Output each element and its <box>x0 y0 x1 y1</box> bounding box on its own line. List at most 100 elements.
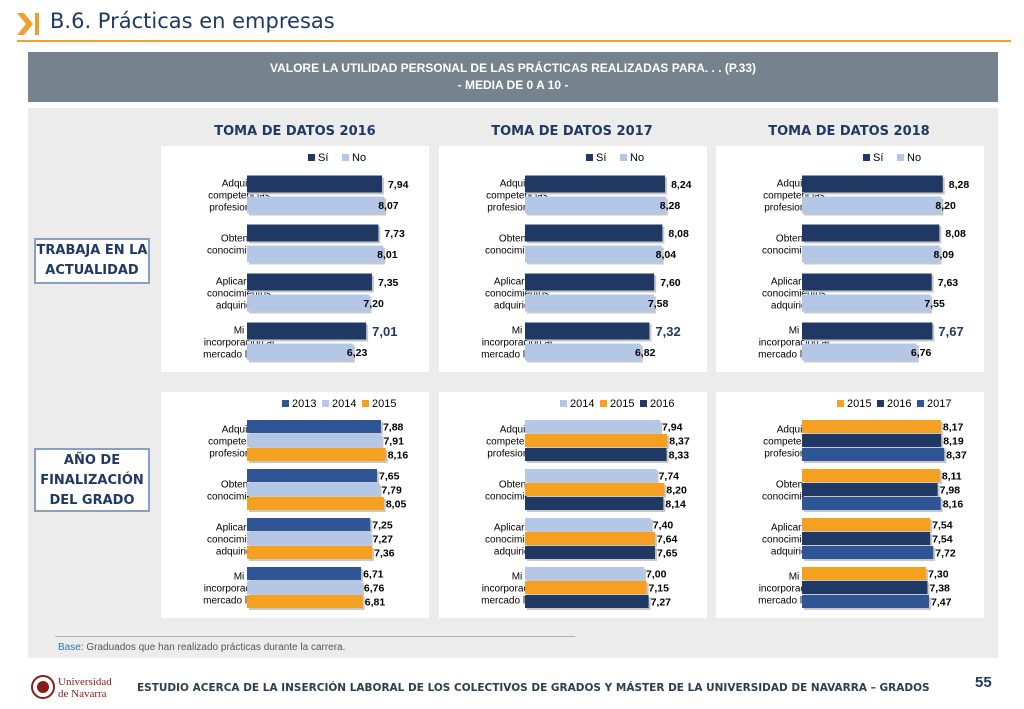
category-label-line: Obtener <box>221 480 258 491</box>
base-text: : Graduados que han realizado prácticas … <box>80 642 346 653</box>
bar <box>525 595 649 608</box>
bar <box>247 224 379 242</box>
data-label: 7,74 <box>659 471 680 483</box>
row-label-line: AÑO DE <box>63 453 121 468</box>
data-label: 6,71 <box>363 569 384 581</box>
category-label: Obtener conocimientos <box>207 234 271 257</box>
data-label: 7,30 <box>928 569 949 581</box>
bar <box>802 322 933 340</box>
chart-trabaja-2017: Sí No Adquirir competencias profesionales 8,2… <box>439 146 707 372</box>
legend-label: 2015 <box>372 398 396 410</box>
category-label-line: Obtener <box>221 234 258 245</box>
bar <box>525 343 641 361</box>
category-label: Mi incorporación al mercado laboral <box>481 326 553 361</box>
data-label: 8,16 <box>943 499 964 511</box>
data-label: 7,54 <box>932 520 953 532</box>
column-title-2017: TOMA DE DATOS 2017 <box>491 124 653 139</box>
category-label-line: profesionales <box>487 449 546 460</box>
category-label: Mi incorporación al mercado laboral <box>481 572 553 607</box>
data-label: 6,82 <box>635 347 656 359</box>
category-label: Aplicar los conocimientos adquiridos <box>207 277 271 312</box>
category-label-line: incorporación al <box>482 584 553 595</box>
legend-item: Sí <box>586 152 606 164</box>
category-label-line: mercado laboral <box>758 596 830 607</box>
legend-item: No <box>620 152 644 164</box>
bar <box>525 434 668 447</box>
row-label-finalizacion: AÑO DE FINALIZACIÓN DEL GRADO <box>34 448 150 512</box>
bar <box>525 546 656 559</box>
category-label-line: competencias <box>763 437 825 448</box>
bar <box>802 420 941 433</box>
row-label-line: ACTUALIDAD <box>45 263 139 278</box>
data-label: 8,17 <box>943 422 964 434</box>
data-label: 7,73 <box>384 228 405 240</box>
legend-label: 2015 <box>610 398 634 410</box>
legend-label: 2016 <box>887 398 911 410</box>
data-label: 8,01 <box>377 249 398 261</box>
data-label: 7,01 <box>372 324 397 339</box>
bar <box>802 546 934 559</box>
category-label-line: mercado laboral <box>758 350 830 361</box>
data-label: 7,65 <box>657 548 678 560</box>
category-label-line: Obtener <box>499 234 536 245</box>
category-label-line: Adquirir <box>222 425 257 436</box>
legend-label: 2017 <box>927 398 951 410</box>
category-label: Adquirir competencias profesionales <box>763 179 825 214</box>
data-label: 7,55 <box>924 298 945 310</box>
bar <box>247 518 371 531</box>
data-label: 7,63 <box>938 277 959 289</box>
category-label-line: Aplicar los <box>216 523 262 534</box>
category-label-line: conocimientos <box>485 535 549 546</box>
category-label: Adquirir competencias profesionales <box>208 179 270 214</box>
legend-label: 2015 <box>847 398 871 410</box>
data-label: 7,91 <box>383 436 404 448</box>
category-label-line: Mi <box>789 572 800 583</box>
data-label: 7,98 <box>940 485 961 497</box>
column-title-2018: TOMA DE DATOS 2018 <box>768 124 930 139</box>
bar <box>525 245 662 263</box>
legend-swatch <box>560 400 567 407</box>
header-chevron-icon <box>17 13 39 35</box>
bar <box>802 448 945 461</box>
bar <box>247 434 382 447</box>
data-label: 7,40 <box>653 520 674 532</box>
bar <box>802 469 940 482</box>
bar <box>247 567 362 580</box>
base-note: Base: Graduados que han realizado prácti… <box>58 642 345 653</box>
category-label-line: adquiridos <box>216 547 262 558</box>
legend-swatch <box>282 400 289 407</box>
data-label: 8,11 <box>942 471 962 483</box>
page-number: 55 <box>975 674 992 691</box>
chart-svg: Sí No Adquirir competencias profesionales 8,2… <box>481 152 692 363</box>
data-label: 7,58 <box>648 298 669 310</box>
row-label-line: FINALIZACIÓN <box>40 473 144 488</box>
category-label: Obtener conocimientos <box>207 480 271 503</box>
category-label-line: adquiridos <box>494 547 540 558</box>
chart-svg: 2013 2014 2015 Adquirir competencias profesio… <box>203 398 408 610</box>
legend-item: 2015 <box>600 398 634 410</box>
legend-label: Sí <box>596 152 606 164</box>
page-title: B.6. Prácticas en empresas <box>50 9 335 33</box>
category-label: Adquirir competencias profesionales <box>208 425 270 460</box>
bar <box>247 273 372 291</box>
category-label-line: conocimientos <box>485 246 549 257</box>
data-label: 8,28 <box>660 200 681 212</box>
chart-svg: 2015 2016 2017 Adquirir competencias profesio… <box>758 398 967 610</box>
legend-item: 2016 <box>877 398 911 410</box>
category-label-line: conocimientos <box>762 492 826 503</box>
data-label: 8,33 <box>669 450 690 462</box>
chart-trabaja-2016: Sí No Adquirir competencias profesionales 7,9… <box>161 146 429 372</box>
category-label: Mi incorporación al mercado laboral <box>203 326 275 361</box>
legend-swatch <box>308 154 315 161</box>
category-label-line: Obtener <box>776 480 813 491</box>
base-divider <box>55 636 575 637</box>
data-label: 7,20 <box>363 298 384 310</box>
category-label-line: Obtener <box>776 234 813 245</box>
data-label: 7,35 <box>378 277 399 289</box>
question-text: VALORE LA UTILIDAD PERSONAL DE LAS PRÁCT… <box>269 61 757 75</box>
legend-label: 2014 <box>332 398 356 410</box>
bar <box>525 497 664 510</box>
bar <box>525 567 644 580</box>
category-label-line: competencias <box>486 191 548 202</box>
legend-item: 2014 <box>560 398 594 410</box>
